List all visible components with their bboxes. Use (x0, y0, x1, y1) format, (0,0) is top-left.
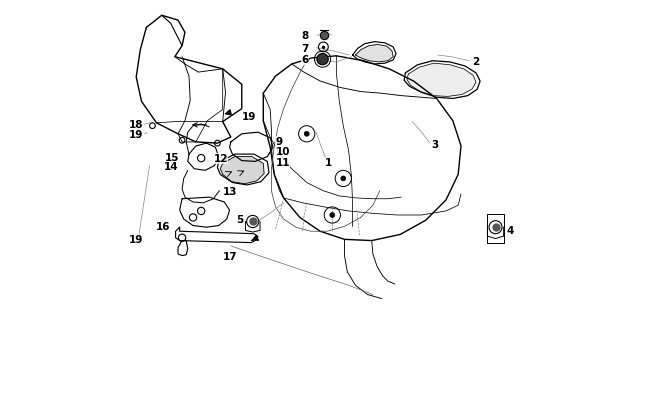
Text: 9: 9 (276, 137, 283, 147)
Text: 12: 12 (213, 154, 228, 164)
Polygon shape (356, 45, 393, 63)
Text: 3: 3 (432, 140, 439, 150)
Circle shape (304, 132, 309, 137)
Polygon shape (407, 64, 476, 97)
Text: 11: 11 (276, 158, 290, 168)
Text: 14: 14 (164, 162, 179, 172)
Text: 17: 17 (223, 251, 237, 261)
Text: 18: 18 (129, 120, 144, 130)
Text: 7: 7 (302, 44, 309, 53)
Text: 4: 4 (507, 225, 514, 235)
Circle shape (330, 213, 335, 218)
Text: 13: 13 (223, 186, 237, 196)
Text: 19: 19 (129, 235, 144, 245)
Text: 1: 1 (325, 158, 332, 168)
Text: 6: 6 (302, 55, 309, 65)
Text: 5: 5 (236, 215, 243, 224)
Text: 8: 8 (302, 31, 309, 40)
Text: 15: 15 (164, 152, 179, 162)
Text: 16: 16 (155, 221, 170, 231)
Text: 19: 19 (242, 112, 256, 122)
Text: 19: 19 (129, 130, 144, 139)
Text: 10: 10 (276, 147, 290, 157)
Circle shape (341, 177, 346, 181)
Circle shape (317, 54, 328, 66)
Polygon shape (220, 157, 264, 184)
Text: 2: 2 (472, 57, 479, 66)
